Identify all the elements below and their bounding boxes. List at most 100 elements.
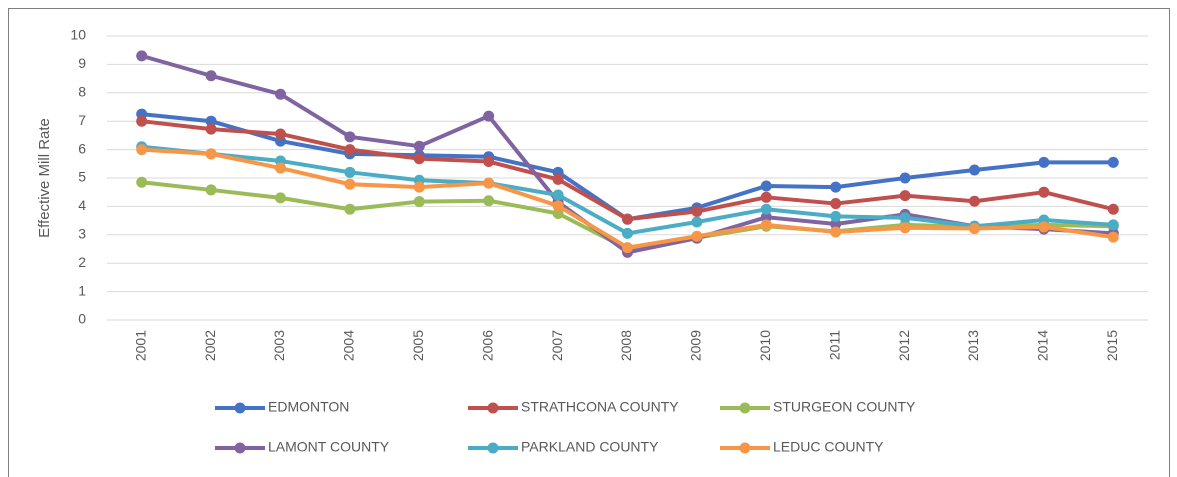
data-point — [969, 223, 980, 235]
x-tick-label: 2013 — [965, 330, 981, 361]
data-point — [344, 178, 356, 190]
data-point — [760, 191, 772, 203]
x-tick-label: 2015 — [1104, 330, 1120, 361]
legend-marker — [234, 442, 246, 454]
data-point — [899, 190, 911, 202]
data-point — [1038, 156, 1050, 168]
data-point — [552, 208, 564, 219]
y-tick-label: 1 — [78, 282, 86, 298]
series-line — [141, 112, 1114, 222]
x-tick-label: 2002 — [202, 330, 218, 361]
legend-label: STURGEON COUNTY — [773, 399, 916, 415]
data-point — [552, 200, 564, 212]
data-point — [622, 213, 633, 225]
y-tick-label: 10 — [70, 27, 86, 43]
legend-label: STRATHCONA COUNTY — [521, 399, 679, 415]
x-tick-label: 2007 — [549, 330, 565, 361]
data-point — [344, 166, 356, 178]
data-point — [275, 192, 286, 204]
x-tick-label: 2004 — [341, 330, 357, 361]
y-tick-label: 4 — [78, 197, 86, 213]
y-tick-label: 7 — [78, 112, 86, 128]
data-point — [413, 181, 425, 193]
data-point — [483, 177, 495, 189]
legend-label: LAMONT COUNTY — [268, 439, 390, 455]
data-point — [413, 153, 425, 165]
data-point — [552, 189, 564, 201]
y-tick-label: 5 — [78, 169, 86, 185]
data-point — [205, 148, 217, 160]
legend-label: EDMONTON — [268, 399, 349, 415]
x-tick-label: 2009 — [688, 330, 704, 361]
data-point — [483, 110, 495, 122]
data-point — [760, 211, 772, 223]
legend-label: PARKLAND COUNTY — [521, 439, 659, 455]
data-point — [830, 226, 842, 238]
data-point — [969, 195, 980, 207]
data-point — [344, 203, 356, 215]
data-point — [205, 184, 217, 196]
data-point — [622, 227, 633, 239]
y-tick-label: 9 — [78, 55, 86, 71]
data-point — [552, 173, 564, 185]
data-point — [483, 156, 495, 168]
data-point — [830, 218, 842, 230]
data-point — [1107, 156, 1119, 168]
data-point — [136, 176, 148, 188]
data-point — [1107, 203, 1119, 215]
data-point — [275, 162, 286, 174]
chart-frame — [8, 8, 1170, 477]
legend-label: LEDUC COUNTY — [773, 439, 884, 455]
data-point — [1038, 186, 1050, 198]
data-point — [760, 203, 772, 215]
x-tick-label: 2001 — [132, 330, 148, 361]
x-tick-label: 2010 — [757, 330, 773, 361]
data-point — [899, 222, 911, 234]
x-tick-label: 2003 — [271, 330, 287, 361]
data-point — [483, 195, 495, 207]
data-point — [899, 172, 911, 184]
data-point — [1107, 219, 1119, 231]
data-point — [691, 206, 703, 218]
data-point — [760, 180, 772, 192]
data-point — [136, 115, 148, 127]
data-point — [205, 123, 217, 135]
data-point — [205, 115, 217, 127]
legend-marker — [487, 442, 499, 454]
x-tick-label: 2006 — [479, 330, 495, 361]
data-point — [1038, 221, 1050, 233]
legend-marker — [487, 402, 499, 414]
y-tick-label: 3 — [78, 226, 86, 242]
data-point — [691, 216, 703, 228]
data-point — [275, 128, 286, 140]
data-point — [760, 219, 772, 231]
legend-marker — [739, 402, 751, 414]
legend-marker — [739, 442, 751, 454]
x-tick-label: 2014 — [1035, 330, 1051, 361]
data-point — [691, 230, 703, 242]
data-point — [899, 212, 911, 224]
x-tick-label: 2005 — [410, 330, 426, 361]
y-tick-label: 2 — [78, 254, 86, 270]
data-point — [136, 144, 148, 156]
x-tick-label: 2012 — [896, 330, 912, 361]
y-tick-label: 8 — [78, 84, 86, 100]
data-point — [344, 131, 356, 143]
legend-marker — [234, 402, 246, 414]
data-point — [275, 88, 286, 100]
data-point — [830, 198, 842, 210]
y-axis-label: Effective Mill Rate — [36, 118, 53, 238]
data-point — [622, 242, 633, 254]
x-tick-label: 2011 — [826, 330, 842, 360]
data-point — [830, 181, 842, 193]
data-point — [413, 196, 425, 208]
data-point — [344, 144, 356, 156]
data-point — [136, 50, 148, 62]
data-point — [1107, 231, 1119, 243]
data-point — [205, 70, 217, 82]
data-point — [969, 164, 980, 176]
x-tick-label: 2008 — [618, 330, 634, 361]
data-point — [830, 210, 842, 222]
y-tick-label: 0 — [78, 311, 86, 327]
